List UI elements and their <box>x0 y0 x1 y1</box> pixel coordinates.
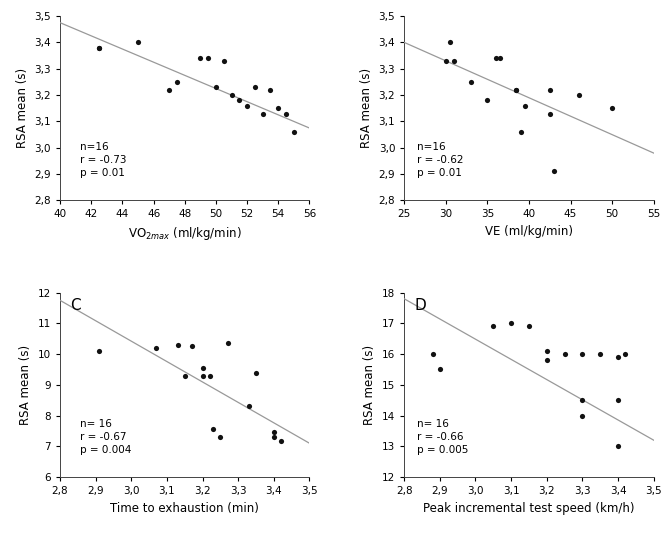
Point <box>559 350 570 359</box>
X-axis label: VE (ml/kg/min): VE (ml/kg/min) <box>485 225 573 238</box>
Point <box>226 91 237 99</box>
Point <box>490 54 501 63</box>
Point <box>577 350 588 359</box>
Point <box>208 425 219 434</box>
Point <box>211 83 221 92</box>
Point <box>428 350 438 359</box>
Point <box>281 109 291 118</box>
Y-axis label: RSA mean (s): RSA mean (s) <box>364 345 376 425</box>
Point <box>234 96 245 105</box>
Y-axis label: RSA mean (s): RSA mean (s) <box>19 345 32 425</box>
Point <box>94 347 105 355</box>
Text: n= 16
r = -0.66
p = 0.005: n= 16 r = -0.66 p = 0.005 <box>417 419 468 455</box>
Point <box>544 109 555 118</box>
Point <box>445 38 456 47</box>
Point <box>164 86 175 94</box>
Point <box>197 371 208 380</box>
Point <box>542 356 552 364</box>
Point <box>257 109 268 118</box>
Point <box>542 347 552 355</box>
Text: n=16
r = -0.73
p = 0.01: n=16 r = -0.73 p = 0.01 <box>80 142 127 178</box>
Point <box>511 86 522 94</box>
Point <box>544 86 555 94</box>
Point <box>620 350 630 359</box>
Text: C: C <box>70 298 81 313</box>
Point <box>151 344 161 352</box>
Y-axis label: RSA mean (s): RSA mean (s) <box>360 68 373 148</box>
Text: n=16
r = -0.62
p = 0.01: n=16 r = -0.62 p = 0.01 <box>417 142 463 178</box>
X-axis label: VO$_{2max}$ (ml/kg/min): VO$_{2max}$ (ml/kg/min) <box>128 225 241 242</box>
Point <box>434 365 445 374</box>
Point <box>195 54 205 63</box>
Point <box>273 104 283 113</box>
Point <box>171 78 182 86</box>
Point <box>275 436 286 445</box>
Point <box>289 128 299 136</box>
Point <box>511 86 522 94</box>
Point <box>466 78 476 86</box>
Point <box>595 350 606 359</box>
Point <box>133 38 143 47</box>
Point <box>607 104 618 113</box>
Point <box>222 339 233 348</box>
Point <box>269 428 279 437</box>
Point <box>494 54 505 63</box>
Point <box>218 57 229 65</box>
Point <box>187 342 197 351</box>
Point <box>93 43 104 52</box>
Point <box>215 433 225 441</box>
Point <box>251 368 261 377</box>
Point <box>577 411 588 420</box>
Point <box>172 340 183 349</box>
Point <box>520 101 530 110</box>
Point <box>243 402 254 411</box>
Y-axis label: RSA mean (s): RSA mean (s) <box>16 68 29 148</box>
X-axis label: Peak incremental test speed (km/h): Peak incremental test speed (km/h) <box>423 502 635 515</box>
Point <box>488 322 499 331</box>
Point <box>482 96 493 105</box>
Point <box>249 83 260 92</box>
Point <box>179 371 190 380</box>
Point <box>613 442 624 451</box>
Point <box>93 43 104 52</box>
Point <box>613 353 624 361</box>
Point <box>197 363 208 372</box>
Point <box>204 371 215 380</box>
Point <box>265 86 276 94</box>
Point <box>203 54 213 63</box>
Point <box>574 91 584 99</box>
Text: n= 16
r = -0.67
p = 0.004: n= 16 r = -0.67 p = 0.004 <box>80 419 131 455</box>
Point <box>524 322 534 331</box>
Point <box>440 57 451 65</box>
Point <box>449 57 460 65</box>
Point <box>506 319 516 327</box>
Point <box>241 101 252 110</box>
Point <box>548 167 559 176</box>
Point <box>613 396 624 405</box>
Point <box>269 433 279 441</box>
Point <box>577 396 588 405</box>
X-axis label: Time to exhaustion (min): Time to exhaustion (min) <box>110 502 259 515</box>
Text: D: D <box>414 298 426 313</box>
Point <box>516 128 526 136</box>
